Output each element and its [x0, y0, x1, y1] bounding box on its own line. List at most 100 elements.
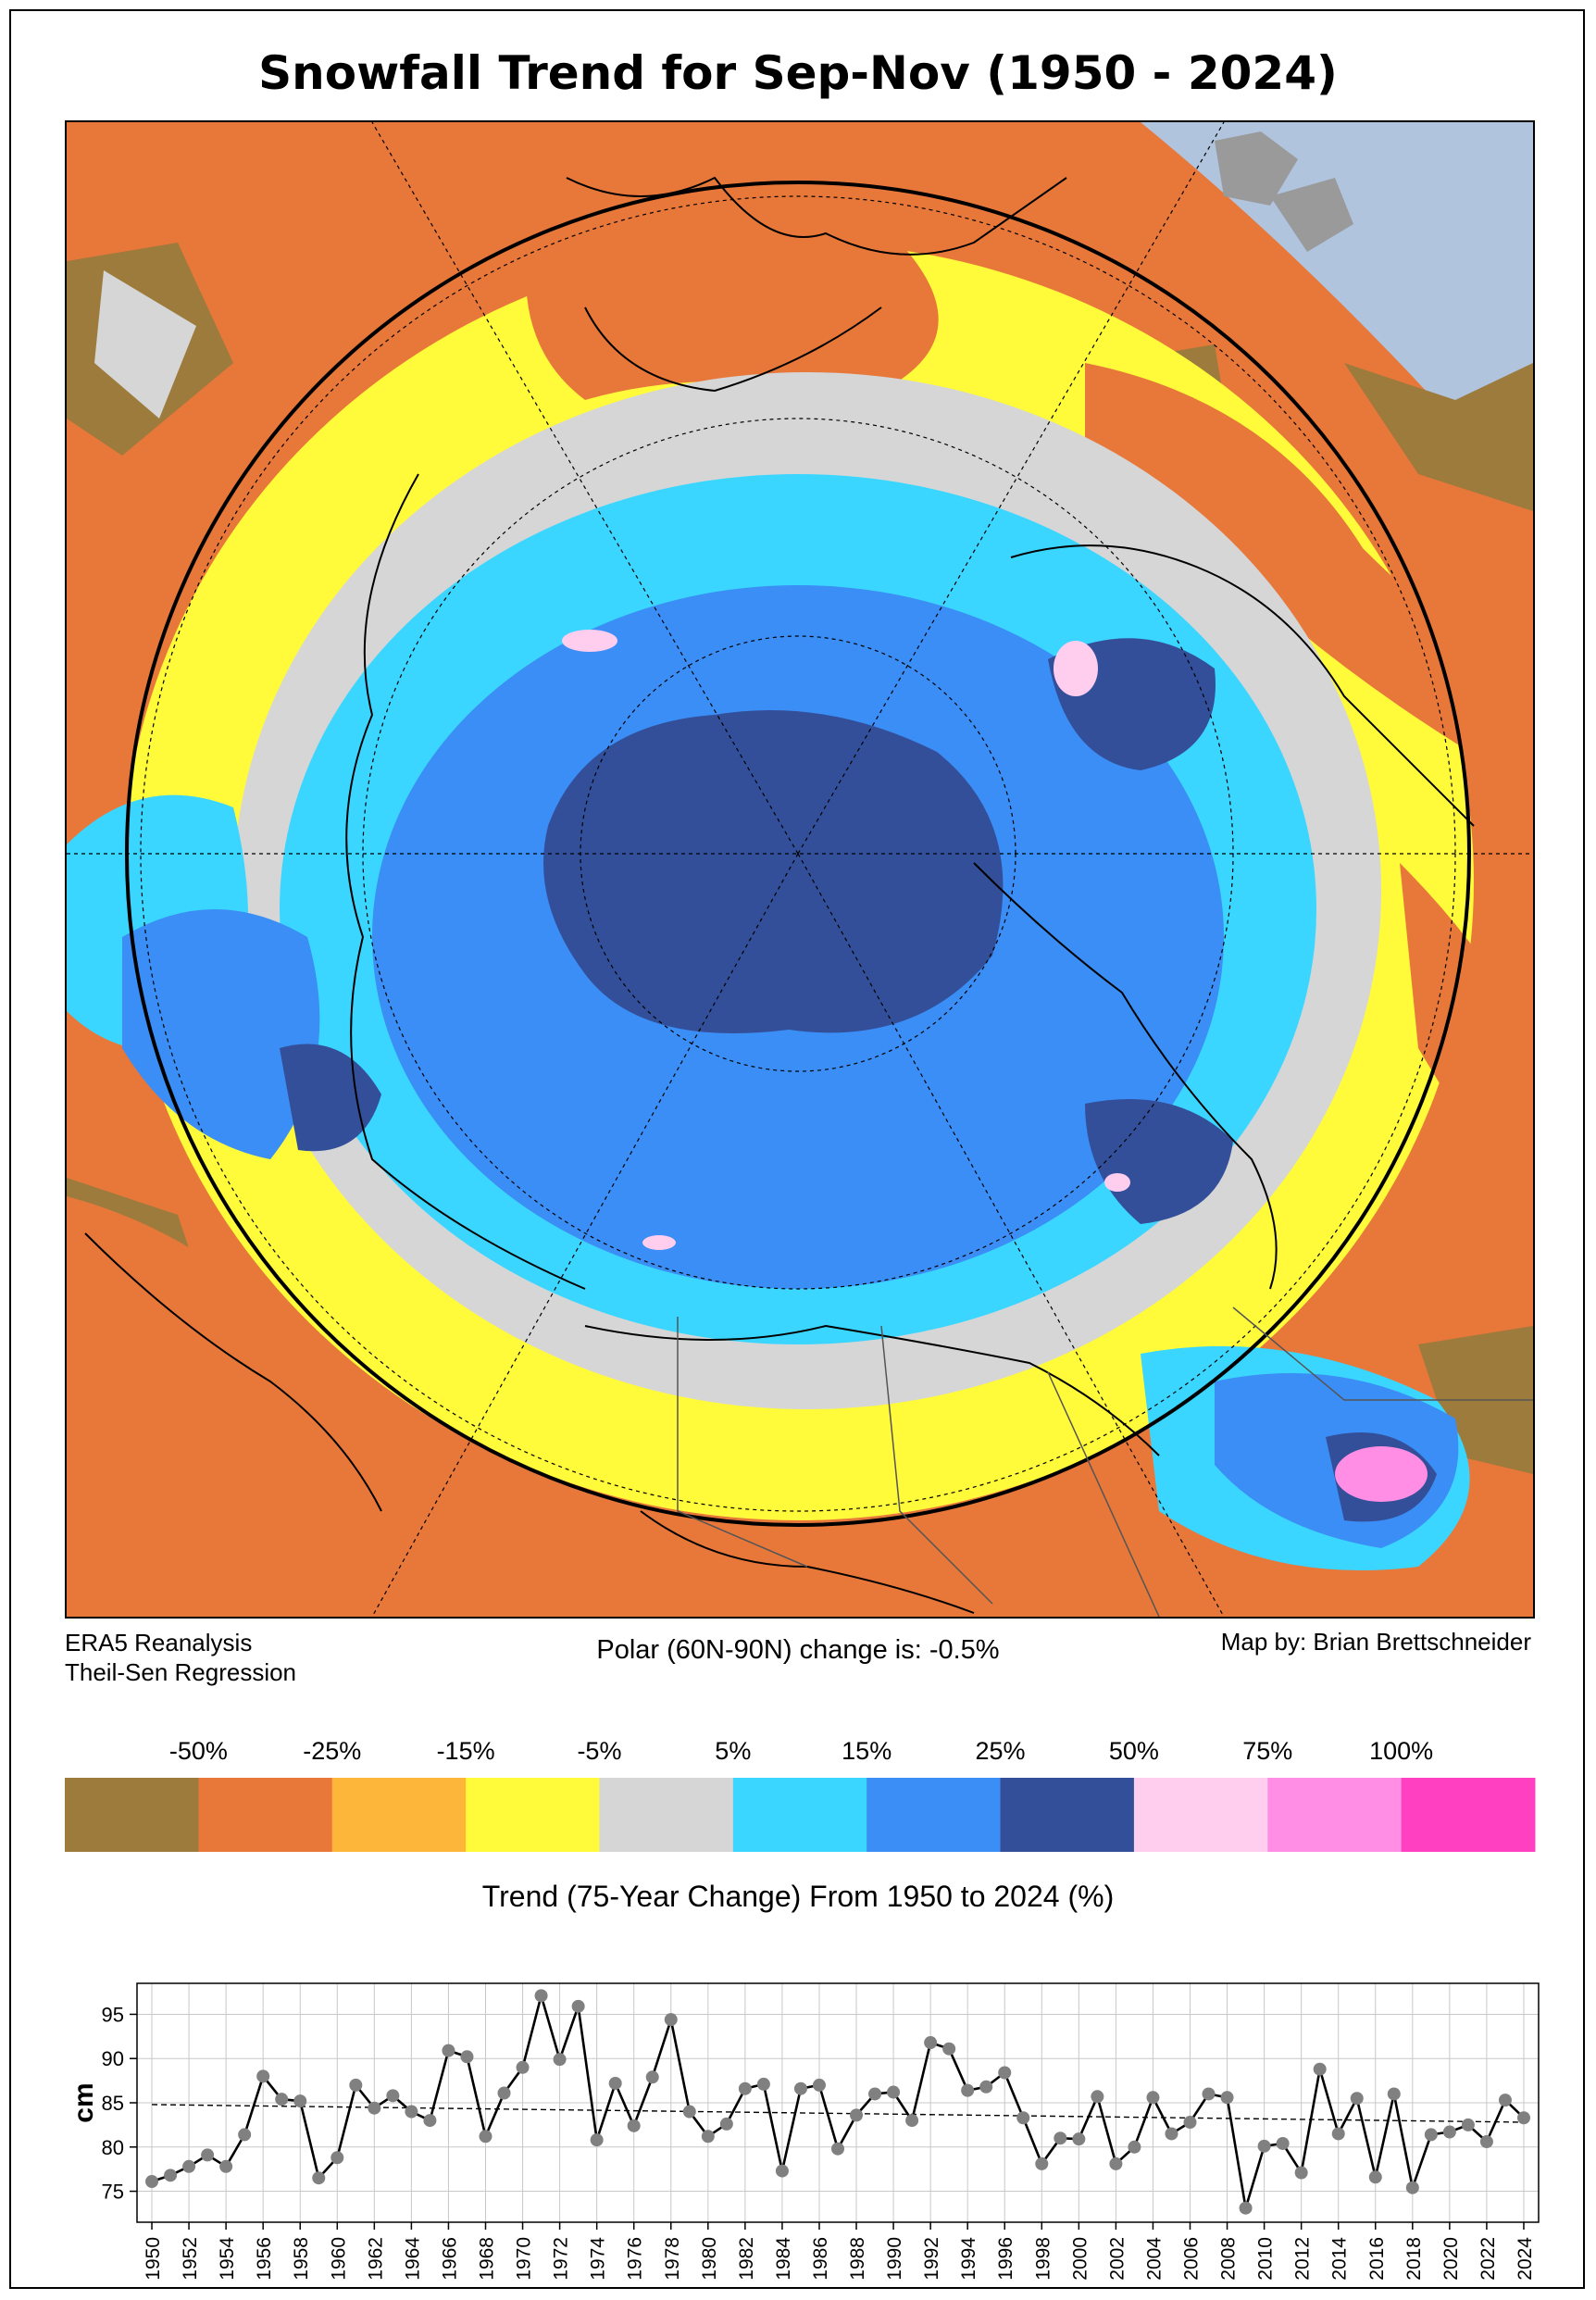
- data-point: [738, 2081, 752, 2095]
- data-point: [719, 2117, 733, 2131]
- ocean-top-right: [1141, 122, 1533, 511]
- x-tick-label: 1950: [143, 2237, 164, 2281]
- colorbar-swatch: [198, 1778, 333, 1852]
- data-point: [1146, 2091, 1160, 2105]
- data-point: [850, 2108, 864, 2122]
- land-gray-patch-2: [1270, 178, 1353, 252]
- data-point: [1165, 2127, 1178, 2141]
- colorbar-swatch: [65, 1778, 199, 1852]
- x-tick-label: 2012: [1292, 2237, 1314, 2281]
- data-point: [1257, 2139, 1271, 2153]
- data-point: [1016, 2111, 1030, 2125]
- data-point: [1054, 2131, 1067, 2145]
- x-tick-label: 1982: [736, 2237, 757, 2281]
- data-point: [460, 2050, 474, 2064]
- orange-intrusion-southeast: [1400, 863, 1533, 1233]
- data-point: [756, 2077, 770, 2091]
- data-point: [793, 2081, 807, 2095]
- data-point: [961, 2083, 975, 2097]
- data-point: [349, 2078, 363, 2092]
- colorbar-swatch: [1401, 1778, 1536, 1852]
- data-point: [1313, 2062, 1327, 2076]
- gray-patch-nw: [94, 270, 196, 419]
- colorbar-swatch: [466, 1778, 600, 1852]
- navy-patch-west: [280, 1044, 381, 1152]
- data-point: [1498, 2094, 1512, 2107]
- data-point: [201, 2148, 215, 2162]
- colorbar-tick-label: 100%: [1369, 1737, 1433, 1765]
- data-point: [942, 2042, 956, 2056]
- x-tick-label: 1976: [625, 2237, 646, 2281]
- data-point: [275, 2093, 289, 2106]
- data-point: [1072, 2132, 1086, 2146]
- data-point: [1183, 2116, 1197, 2130]
- chart-grid: [137, 1983, 1539, 2222]
- x-tick-label: 1994: [958, 2237, 979, 2281]
- colorbar-swatch: [599, 1778, 734, 1852]
- data-point: [1368, 2170, 1382, 2184]
- y-axis-ticks: 75 80 85 90 95: [102, 2003, 137, 2204]
- data-point: [627, 2119, 641, 2132]
- x-tick-label: 2004: [1143, 2237, 1165, 2281]
- data-point: [368, 2101, 381, 2115]
- colorbar-swatch: [867, 1778, 1002, 1852]
- data-point: [1442, 2125, 1456, 2139]
- data-point: [164, 2169, 178, 2182]
- data-point: [1516, 2111, 1530, 2125]
- land-gray-patch: [1215, 131, 1298, 206]
- colorbar-tick-label: 15%: [842, 1737, 892, 1765]
- pink-spot-4: [642, 1235, 676, 1250]
- data-point: [998, 2066, 1012, 2080]
- x-tick-label: 1966: [439, 2237, 460, 2281]
- x-tick-label: 1984: [773, 2237, 794, 2281]
- credit-text: Map by: Brian Brettschneider: [1220, 1628, 1531, 1656]
- x-tick-label: 1990: [884, 2237, 905, 2281]
- data-point: [182, 2159, 196, 2173]
- navy-patch-se: [1085, 1099, 1233, 1224]
- data-point: [979, 2080, 993, 2094]
- colorbar-tick-label: 5%: [715, 1737, 751, 1765]
- data-point: [831, 2142, 844, 2156]
- x-tick-label: 1988: [847, 2237, 868, 2281]
- data-point: [590, 2133, 604, 2147]
- colorbar-tick-labels: -50% -25% -15% -5% 5% 15% 25% 50% 75% 100%: [169, 1737, 1433, 1765]
- data-point: [812, 2078, 826, 2092]
- page-title: Snowfall Trend for Sep-Nov (1950 - 2024): [258, 46, 1338, 100]
- x-tick-label: 1960: [328, 2237, 349, 2281]
- series-points: [145, 1989, 1530, 2215]
- data-point: [423, 2114, 437, 2128]
- x-tick-label: 2018: [1403, 2237, 1425, 2281]
- data-point: [1035, 2156, 1049, 2170]
- x-tick-label: 1956: [254, 2237, 275, 2281]
- trend-line: [152, 2104, 1524, 2123]
- data-point: [145, 2175, 159, 2189]
- x-tick-label: 1964: [402, 2237, 423, 2281]
- navy-core: [543, 710, 1004, 1033]
- data-point: [497, 2086, 511, 2100]
- x-axis-ticks: 1950 1952 1954 1956 1958 1960 1962 1964 1966 1968…: [143, 2222, 1536, 2281]
- x-tick-label: 2002: [1106, 2237, 1128, 2281]
- pink-spot-5: [1104, 1173, 1130, 1192]
- x-tick-label: 1980: [699, 2237, 720, 2281]
- x-tick-label: 2006: [1181, 2237, 1203, 2281]
- data-point: [386, 2089, 400, 2103]
- orange-intrusion-south: [585, 1548, 992, 1617]
- x-tick-label: 1974: [588, 2237, 609, 2281]
- data-point: [330, 2151, 344, 2165]
- data-point: [1461, 2118, 1475, 2131]
- x-tick-label: 1996: [995, 2237, 1016, 2281]
- data-point: [1239, 2201, 1253, 2215]
- x-tick-label: 1970: [514, 2237, 535, 2281]
- x-tick-label: 2022: [1478, 2237, 1499, 2281]
- colorbar-swatches: [65, 1778, 1536, 1852]
- data-point: [868, 2087, 882, 2101]
- colorbar-tick-label: -25%: [303, 1737, 361, 1765]
- land-orange-patch: [1205, 233, 1270, 289]
- data-point: [1405, 2181, 1419, 2194]
- data-point: [534, 1989, 548, 2003]
- data-point: [238, 2128, 252, 2142]
- data-point: [1387, 2087, 1401, 2101]
- pink-spot-2: [562, 630, 617, 652]
- x-tick-label: 2016: [1366, 2237, 1388, 2281]
- figure-frame: [9, 9, 1585, 2289]
